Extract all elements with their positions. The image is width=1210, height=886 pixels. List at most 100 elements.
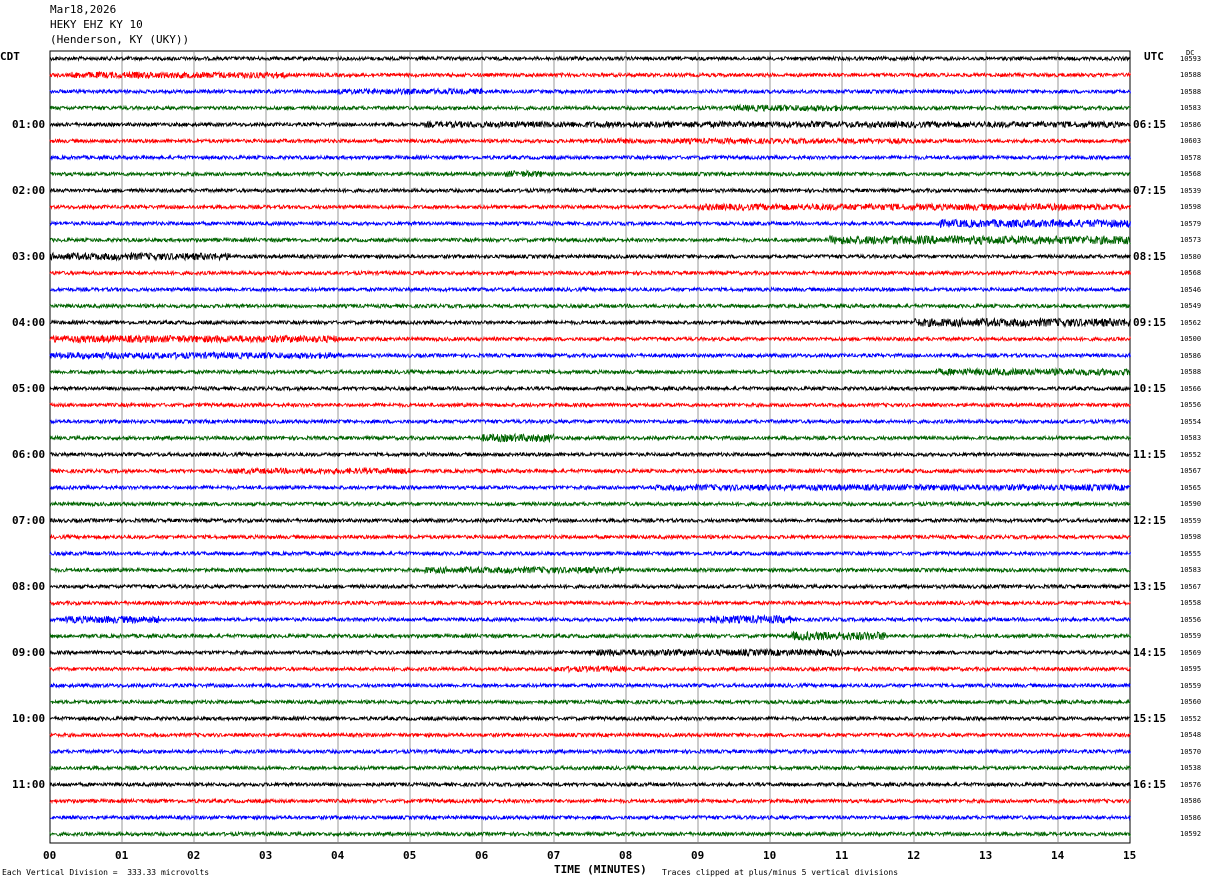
trace-line (49, 218, 1131, 229)
trace-line (49, 234, 1131, 246)
x-tick-label: 03 (259, 849, 273, 862)
plot-frame (49, 50, 1131, 844)
scale-note: Each Vertical Division = 333.33 microvol… (2, 868, 210, 877)
trace-line (49, 466, 1131, 476)
trace-line (49, 516, 1131, 525)
dc-offset-value: 10588 (1180, 87, 1202, 96)
left-hour-label: 11:00 (12, 777, 46, 791)
trace-line (49, 169, 1131, 178)
trace-line (49, 366, 1131, 377)
right-timezone-label: UTC (1144, 50, 1164, 63)
trace-line (49, 715, 1131, 723)
dc-offset-value: 10586 (1180, 120, 1202, 129)
dc-offset-value: 10556 (1180, 401, 1202, 409)
x-tick-label: 02 (187, 849, 201, 862)
left-hour-label: 04:00 (12, 315, 46, 329)
dc-offset-value: 10566 (1180, 384, 1202, 393)
dc-offset-value: 10559 (1180, 681, 1202, 690)
dc-offset-value: 10565 (1180, 483, 1202, 492)
trace-line (49, 813, 1131, 822)
trace-line (49, 549, 1131, 558)
x-tick-label: 05 (403, 849, 417, 862)
right-hour-label: 13:15 (1133, 579, 1167, 593)
trace-line (49, 664, 1131, 674)
traces (49, 55, 1131, 838)
x-tick-label: 14 (1051, 849, 1065, 862)
x-tick-label: 00 (43, 849, 57, 862)
trace-line (49, 136, 1131, 146)
dc-offset-value: 10590 (1180, 500, 1202, 508)
dc-offset-value: 10593 (1180, 54, 1202, 63)
trace-line (49, 647, 1131, 658)
dc-offset-value: 10500 (1180, 335, 1202, 343)
trace-line (49, 630, 1131, 642)
x-tick-label: 09 (691, 849, 705, 862)
clip-note: Traces clipped at plus/minus 5 vertical … (662, 868, 899, 877)
dc-offset-value: 10586 (1180, 797, 1202, 805)
dc-offset-value: 10573 (1180, 236, 1202, 244)
trace-line (49, 533, 1131, 541)
right-hour-label: 11:15 (1133, 447, 1167, 461)
trace-line (49, 119, 1131, 130)
trace-line (50, 285, 1131, 294)
dc-offset-value: 10568 (1180, 170, 1202, 178)
dc-offset-value: 10592 (1180, 830, 1202, 838)
trace-line (49, 582, 1131, 591)
dc-offset-value: 10567 (1180, 467, 1202, 475)
trace-line (49, 780, 1131, 789)
trace-line (49, 599, 1131, 607)
dc-offset-value: 10583 (1180, 104, 1202, 112)
date-label: Mar18,2026 (50, 3, 117, 16)
right-hour-label: 06:15 (1133, 117, 1167, 131)
dc-offset-value: 10548 (1180, 731, 1202, 739)
x-tick-label: 15 (1123, 849, 1137, 862)
x-axis-title: TIME (MINUTES) (554, 863, 647, 876)
trace-line (49, 70, 1131, 80)
right-hour-label: 16:15 (1133, 777, 1167, 791)
dc-offset-value: 10579 (1180, 219, 1202, 228)
trace-line (49, 186, 1131, 195)
right-hour-label: 15:15 (1133, 711, 1167, 725)
trace-line (49, 830, 1131, 838)
dc-offset-value: 10588 (1180, 71, 1202, 79)
x-tick-label: 07 (547, 849, 561, 862)
location-label: (Henderson, KY (UKY)) (50, 33, 190, 46)
dc-offset-value: 10583 (1180, 434, 1202, 442)
dc-offset-value: 10580 (1180, 252, 1202, 261)
dc-offset-value: 10586 (1180, 813, 1202, 822)
trace-line (49, 251, 1131, 262)
left-hour-label: 03:00 (12, 249, 46, 263)
trace-line (49, 797, 1131, 805)
x-tick-label: 04 (331, 849, 345, 862)
right-hour-label: 07:15 (1133, 183, 1167, 197)
trace-line (49, 334, 1131, 345)
trace-line (49, 432, 1131, 444)
trace-line (49, 87, 1131, 96)
x-tick-label: 06 (475, 849, 489, 862)
trace-line (49, 350, 1131, 361)
left-hour-label: 09:00 (12, 645, 46, 659)
dc-offset-value: 10560 (1180, 698, 1202, 706)
dc-offset-value: 10578 (1180, 153, 1202, 162)
grid-lines (121, 51, 1059, 843)
right-hour-label: 10:15 (1133, 381, 1167, 395)
dc-offset-value: 10583 (1180, 566, 1202, 574)
trace-line (49, 698, 1131, 706)
left-hour-label: 01:00 (12, 117, 46, 131)
dc-offset-value: 10603 (1180, 137, 1202, 145)
x-tick-label: 01 (115, 849, 129, 862)
trace-line (49, 154, 1131, 162)
dc-offset-value: 10598 (1180, 533, 1202, 541)
dc-offset-value: 10559 (1180, 632, 1202, 640)
dc-offset-value: 10562 (1180, 318, 1202, 327)
trace-line (49, 417, 1131, 426)
left-timezone-label: CDT (0, 50, 20, 63)
dc-offset-value: 10559 (1180, 516, 1202, 525)
trace-line (49, 302, 1131, 310)
dc-offset-value: 10568 (1180, 269, 1202, 277)
trace-line (49, 731, 1131, 739)
trace-line (49, 681, 1131, 690)
trace-line (49, 401, 1131, 409)
dc-offset-value: 10588 (1180, 368, 1202, 376)
